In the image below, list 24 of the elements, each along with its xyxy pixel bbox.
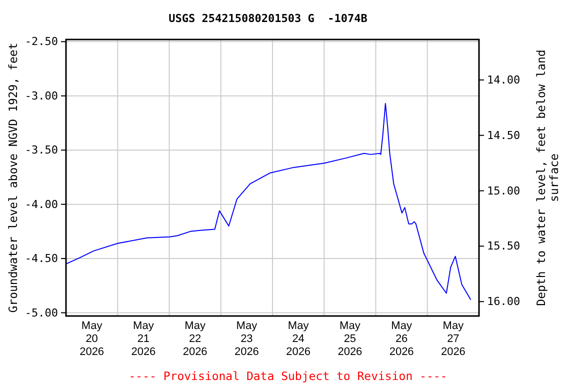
y-tick-label: -4.50 xyxy=(24,252,58,266)
y-tick-label: -5.00 xyxy=(24,306,58,320)
y2-tick-label: 15.00 xyxy=(487,184,520,198)
x-tick-label: May 26 2026 xyxy=(389,320,414,358)
y2-tick-label: 15.50 xyxy=(487,240,520,253)
x-tick-label: May 24 2026 xyxy=(286,320,311,358)
x-tick-label: May 20 2026 xyxy=(80,320,104,358)
y-tick-label: -2.50 xyxy=(24,35,58,48)
chart-title: USGS 254215080201503 G -1074B xyxy=(168,12,368,25)
x-tick-label: May 21 2026 xyxy=(131,320,156,358)
y2-tick-label: 14.50 xyxy=(487,128,520,142)
y-tick-label: -3.00 xyxy=(24,89,58,102)
x-tick-label: May 27 2026 xyxy=(440,320,466,358)
x-tick-label: May 22 2026 xyxy=(182,320,208,358)
y2-tick-label: 14.00 xyxy=(487,73,520,86)
line-series xyxy=(66,102,472,300)
y2-tick-label: 16.00 xyxy=(487,295,520,308)
x-tick-label: May 25 2026 xyxy=(338,320,362,358)
y2-axis-title: Depth to water level, feet below land surface xyxy=(534,50,561,306)
x-tick-label: May 23 2026 xyxy=(234,320,259,358)
text: ---- Provisional Data Subject to Revision ---- xyxy=(128,369,448,383)
y-axis-title: Groundwater level above NGVD 1929, feet xyxy=(6,42,20,313)
y-tick-label: -4.00 xyxy=(24,198,58,211)
y-tick-label: -3.50 xyxy=(24,144,58,157)
